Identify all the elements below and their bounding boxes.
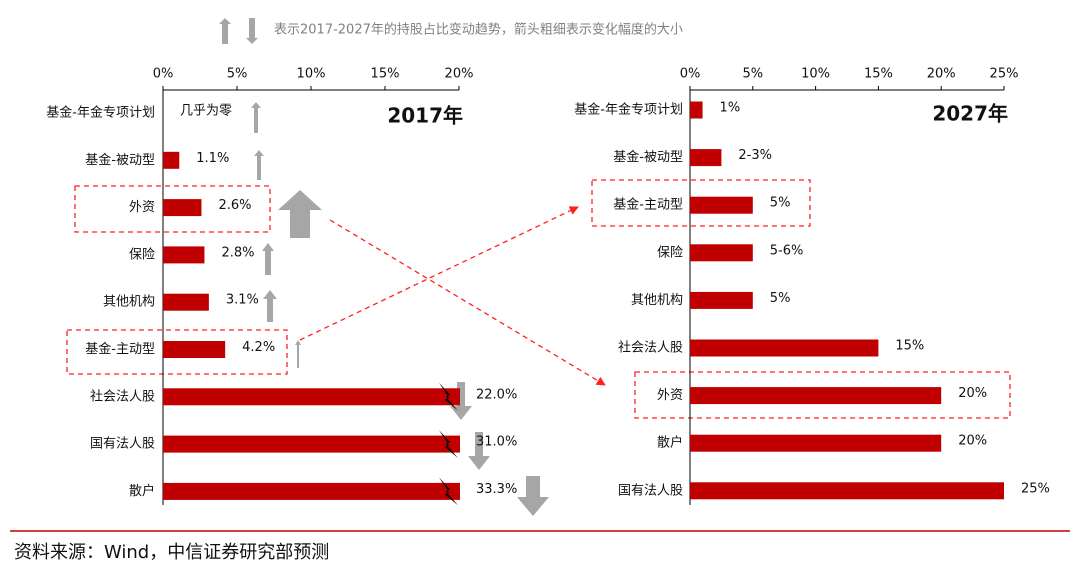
y-tick-label: 外资 <box>657 388 683 403</box>
bar <box>163 293 209 311</box>
legend-arrows <box>219 18 258 44</box>
bar <box>690 434 942 452</box>
bar <box>690 196 753 214</box>
x-tick-label: 20% <box>445 67 474 82</box>
y-tick-label: 基金-主动型 <box>613 197 683 213</box>
y-tick-label: 基金-被动型 <box>613 149 683 165</box>
chart-title: 2027年 <box>932 102 1008 126</box>
y-tick-label: 散户 <box>657 435 683 451</box>
y-tick-label: 国有法人股 <box>90 437 155 452</box>
value-label: 2.8% <box>221 245 254 260</box>
bar <box>163 482 460 500</box>
value-label: 1.1% <box>196 151 229 166</box>
x-tick-label: 20% <box>927 67 956 82</box>
x-tick-label: 15% <box>371 67 400 82</box>
x-tick-label: 10% <box>297 67 326 82</box>
bar <box>690 291 753 309</box>
y-tick-label: 社会法人股 <box>618 340 683 356</box>
axis-break <box>439 430 458 459</box>
value-label: 31.0% <box>476 435 517 450</box>
value-label: 15% <box>895 339 924 354</box>
value-label: 20% <box>958 434 987 449</box>
bars <box>163 151 460 500</box>
bar <box>163 151 180 169</box>
y-tick-label: 保险 <box>657 245 683 260</box>
value-label: 2-3% <box>738 148 772 163</box>
value-label: 5-6% <box>770 243 804 258</box>
value-label: 几乎为零 <box>180 104 232 119</box>
value-label: 5% <box>770 291 791 306</box>
value-label: 22.0% <box>476 387 517 402</box>
y-tick-label: 基金-被动型 <box>85 152 155 168</box>
bar <box>690 482 1004 500</box>
bar <box>163 388 460 406</box>
x-tick-label: 5% <box>227 67 248 82</box>
axis-break <box>439 382 458 411</box>
source: 资料来源：Wind，中信证券研究部预测 <box>14 542 329 563</box>
trend-arrows <box>251 102 549 516</box>
bar <box>163 199 202 217</box>
highlight-boxes <box>66 179 1011 419</box>
x-tick-label: 0% <box>153 67 174 82</box>
bar <box>163 435 460 453</box>
y-tick-label: 社会法人股 <box>90 388 155 404</box>
value-label: 3.1% <box>226 293 259 308</box>
x-tick-label: 10% <box>801 67 830 82</box>
value-label: 20% <box>958 386 987 401</box>
value-label: 25% <box>1021 481 1050 496</box>
bar <box>163 246 205 264</box>
y-tick-label: 基金-主动型 <box>85 341 155 357</box>
y-tick-label: 其他机构 <box>631 293 683 308</box>
bar <box>690 244 753 262</box>
value-label: 2.6% <box>218 198 251 213</box>
x-tick-label: 5% <box>742 67 763 82</box>
x-tick-label: 15% <box>864 67 893 82</box>
x-tick-label: 25% <box>990 67 1019 82</box>
chart-title: 2017年 <box>387 104 463 128</box>
y-tick-label: 基金-年金专项计划 <box>574 102 683 118</box>
y-tick-label: 保险 <box>129 247 155 262</box>
value-label: 33.3% <box>476 482 517 497</box>
bar <box>690 339 879 357</box>
y-tick-label: 外资 <box>129 200 155 215</box>
y-tick-label: 国有法人股 <box>618 483 683 498</box>
bar <box>690 387 942 405</box>
axis-break <box>439 477 458 506</box>
bar <box>690 101 703 119</box>
bars <box>690 101 1004 500</box>
x-tick-label: 0% <box>680 67 701 82</box>
bar <box>163 341 226 358</box>
y-tick-label: 其他机构 <box>103 295 155 310</box>
note: 表示2017-2027年的持股占比变动趋势，箭头粗细表示变化幅度的大小 <box>274 22 683 38</box>
value-label: 5% <box>770 196 791 211</box>
y-tick-label: 散户 <box>129 483 155 499</box>
value-label: 1% <box>720 101 741 116</box>
value-label: 4.2% <box>242 340 275 355</box>
y-tick-label: 基金-年金专项计划 <box>46 105 155 121</box>
bar <box>690 149 722 167</box>
